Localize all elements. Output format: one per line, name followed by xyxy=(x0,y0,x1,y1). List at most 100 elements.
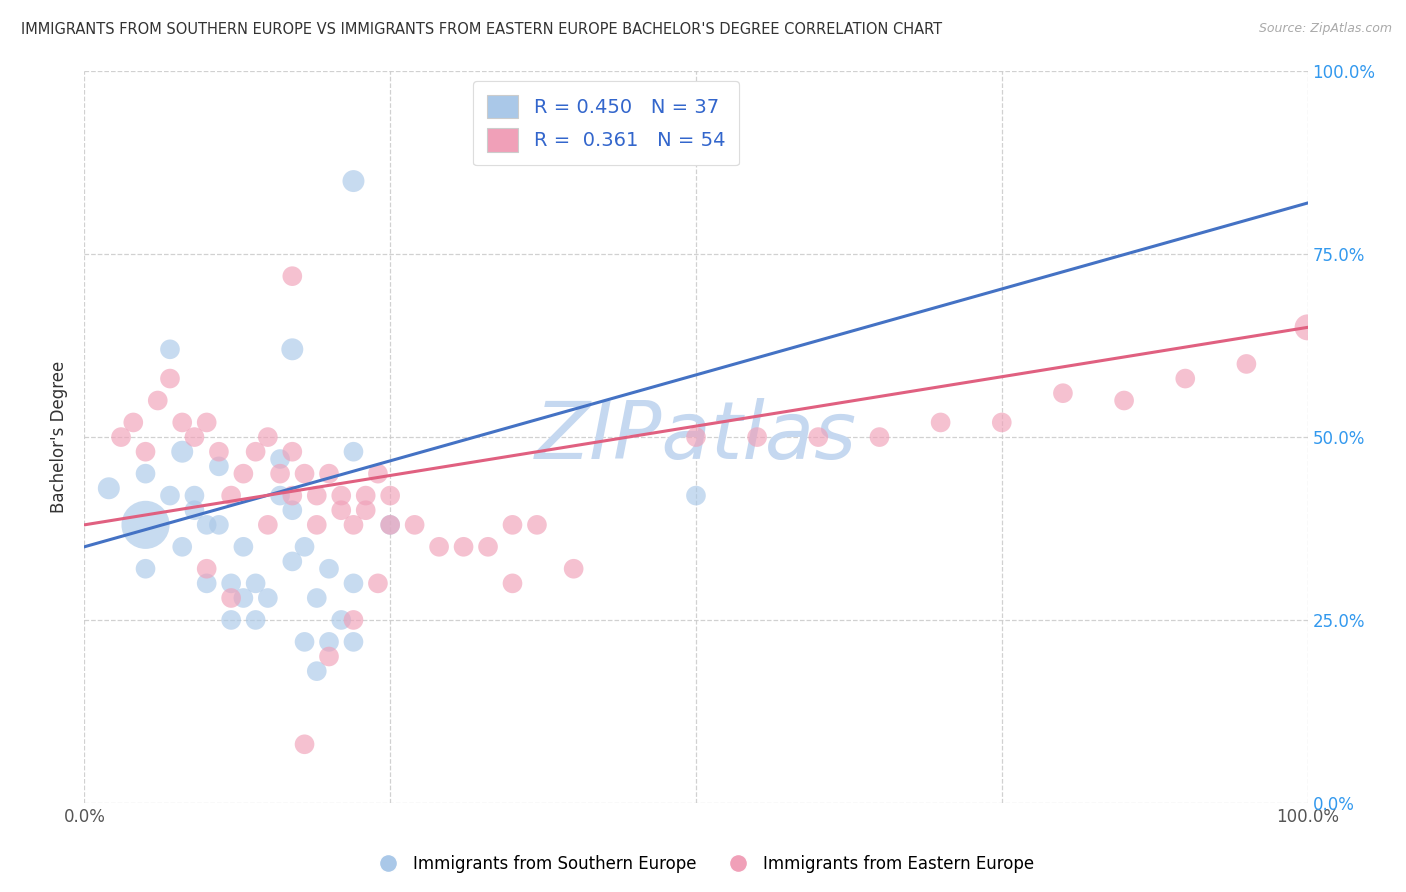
Point xyxy=(97,481,120,495)
Point xyxy=(318,649,340,664)
Point xyxy=(562,562,585,576)
Point xyxy=(208,459,231,474)
Point xyxy=(269,489,291,503)
Point xyxy=(135,517,157,532)
Point xyxy=(342,635,364,649)
Point xyxy=(330,503,353,517)
Point xyxy=(146,393,169,408)
Point xyxy=(122,416,145,430)
Point xyxy=(342,174,364,188)
Point xyxy=(172,444,194,458)
Point xyxy=(172,540,194,554)
Point xyxy=(195,576,218,591)
Point xyxy=(342,444,364,458)
Point xyxy=(342,517,364,532)
Point xyxy=(318,467,340,481)
Text: IMMIGRANTS FROM SOUTHERN EUROPE VS IMMIGRANTS FROM EASTERN EUROPE BACHELOR'S DEG: IMMIGRANTS FROM SOUTHERN EUROPE VS IMMIG… xyxy=(21,22,942,37)
Point xyxy=(526,517,548,532)
Point xyxy=(172,416,194,430)
Point xyxy=(281,554,304,568)
Point xyxy=(1236,357,1258,371)
Point xyxy=(232,540,254,554)
Point xyxy=(257,430,280,444)
Point xyxy=(305,489,328,503)
Point xyxy=(380,517,402,532)
Point xyxy=(219,613,242,627)
Point xyxy=(305,664,328,678)
Point xyxy=(195,517,218,532)
Point xyxy=(219,489,242,503)
Point xyxy=(294,635,316,649)
Point xyxy=(294,737,316,751)
Point xyxy=(685,489,707,503)
Point xyxy=(135,467,157,481)
Point xyxy=(477,540,499,554)
Point xyxy=(747,430,769,444)
Point xyxy=(135,444,157,458)
Point xyxy=(929,416,952,430)
Point xyxy=(318,635,340,649)
Y-axis label: Bachelor's Degree: Bachelor's Degree xyxy=(51,361,69,513)
Text: Source: ZipAtlas.com: Source: ZipAtlas.com xyxy=(1258,22,1392,36)
Point xyxy=(257,591,280,605)
Point xyxy=(502,517,524,532)
Point xyxy=(269,452,291,467)
Point xyxy=(135,562,157,576)
Point xyxy=(269,467,291,481)
Point xyxy=(354,489,377,503)
Point xyxy=(330,613,353,627)
Point xyxy=(245,444,267,458)
Point xyxy=(219,591,242,605)
Point xyxy=(380,517,402,532)
Point xyxy=(342,613,364,627)
Point xyxy=(502,576,524,591)
Point xyxy=(195,416,218,430)
Point xyxy=(305,517,328,532)
Text: ZIPatlas: ZIPatlas xyxy=(534,398,858,476)
Point xyxy=(110,430,132,444)
Point xyxy=(380,489,402,503)
Point xyxy=(281,269,304,284)
Point xyxy=(219,576,242,591)
Point xyxy=(159,343,181,357)
Point xyxy=(281,343,304,357)
Point xyxy=(318,562,340,576)
Point xyxy=(453,540,475,554)
Point xyxy=(281,503,304,517)
Point xyxy=(1174,371,1197,385)
Legend: Immigrants from Southern Europe, Immigrants from Eastern Europe: Immigrants from Southern Europe, Immigra… xyxy=(364,848,1042,880)
Point xyxy=(232,467,254,481)
Point xyxy=(991,416,1014,430)
Point xyxy=(183,503,205,517)
Point xyxy=(281,444,304,458)
Point xyxy=(869,430,891,444)
Point xyxy=(159,489,181,503)
Point xyxy=(404,517,426,532)
Point xyxy=(208,444,231,458)
Point xyxy=(281,489,304,503)
Point xyxy=(330,489,353,503)
Point xyxy=(208,517,231,532)
Point xyxy=(232,591,254,605)
Point xyxy=(367,467,389,481)
Point xyxy=(294,467,316,481)
Point xyxy=(427,540,450,554)
Point xyxy=(183,489,205,503)
Point xyxy=(245,613,267,627)
Point xyxy=(294,540,316,554)
Legend: R = 0.450   N = 37, R =  0.361   N = 54: R = 0.450 N = 37, R = 0.361 N = 54 xyxy=(474,81,738,166)
Point xyxy=(354,503,377,517)
Point xyxy=(159,371,181,385)
Point xyxy=(1296,320,1319,334)
Point xyxy=(183,430,205,444)
Point xyxy=(685,430,707,444)
Point xyxy=(195,562,218,576)
Point xyxy=(1114,393,1136,408)
Point xyxy=(305,591,328,605)
Point xyxy=(245,576,267,591)
Point xyxy=(342,576,364,591)
Point xyxy=(257,517,280,532)
Point xyxy=(1052,386,1074,401)
Point xyxy=(807,430,830,444)
Point xyxy=(367,576,389,591)
